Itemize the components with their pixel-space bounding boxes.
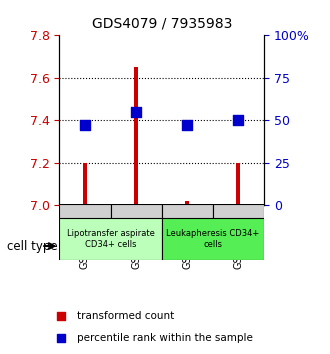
Point xyxy=(236,118,241,123)
Bar xyxy=(134,67,138,205)
Bar xyxy=(111,204,162,218)
Point xyxy=(58,313,64,319)
Bar xyxy=(59,218,162,260)
Point xyxy=(82,122,88,127)
Bar xyxy=(236,163,241,205)
Text: cell type: cell type xyxy=(7,240,57,252)
Text: Lipotransfer aspirate
CD34+ cells: Lipotransfer aspirate CD34+ cells xyxy=(67,229,154,249)
Point xyxy=(58,335,64,341)
Bar xyxy=(213,204,264,218)
Title: GDS4079 / 7935983: GDS4079 / 7935983 xyxy=(91,16,232,30)
Bar xyxy=(83,163,87,205)
Point xyxy=(184,122,190,128)
Bar xyxy=(162,204,213,218)
Text: percentile rank within the sample: percentile rank within the sample xyxy=(77,332,253,343)
Text: transformed count: transformed count xyxy=(77,311,174,321)
Bar xyxy=(59,204,111,218)
Text: Leukapheresis CD34+
cells: Leukapheresis CD34+ cells xyxy=(166,229,259,249)
Point xyxy=(133,109,139,115)
Bar xyxy=(185,201,189,205)
Bar xyxy=(162,218,264,260)
